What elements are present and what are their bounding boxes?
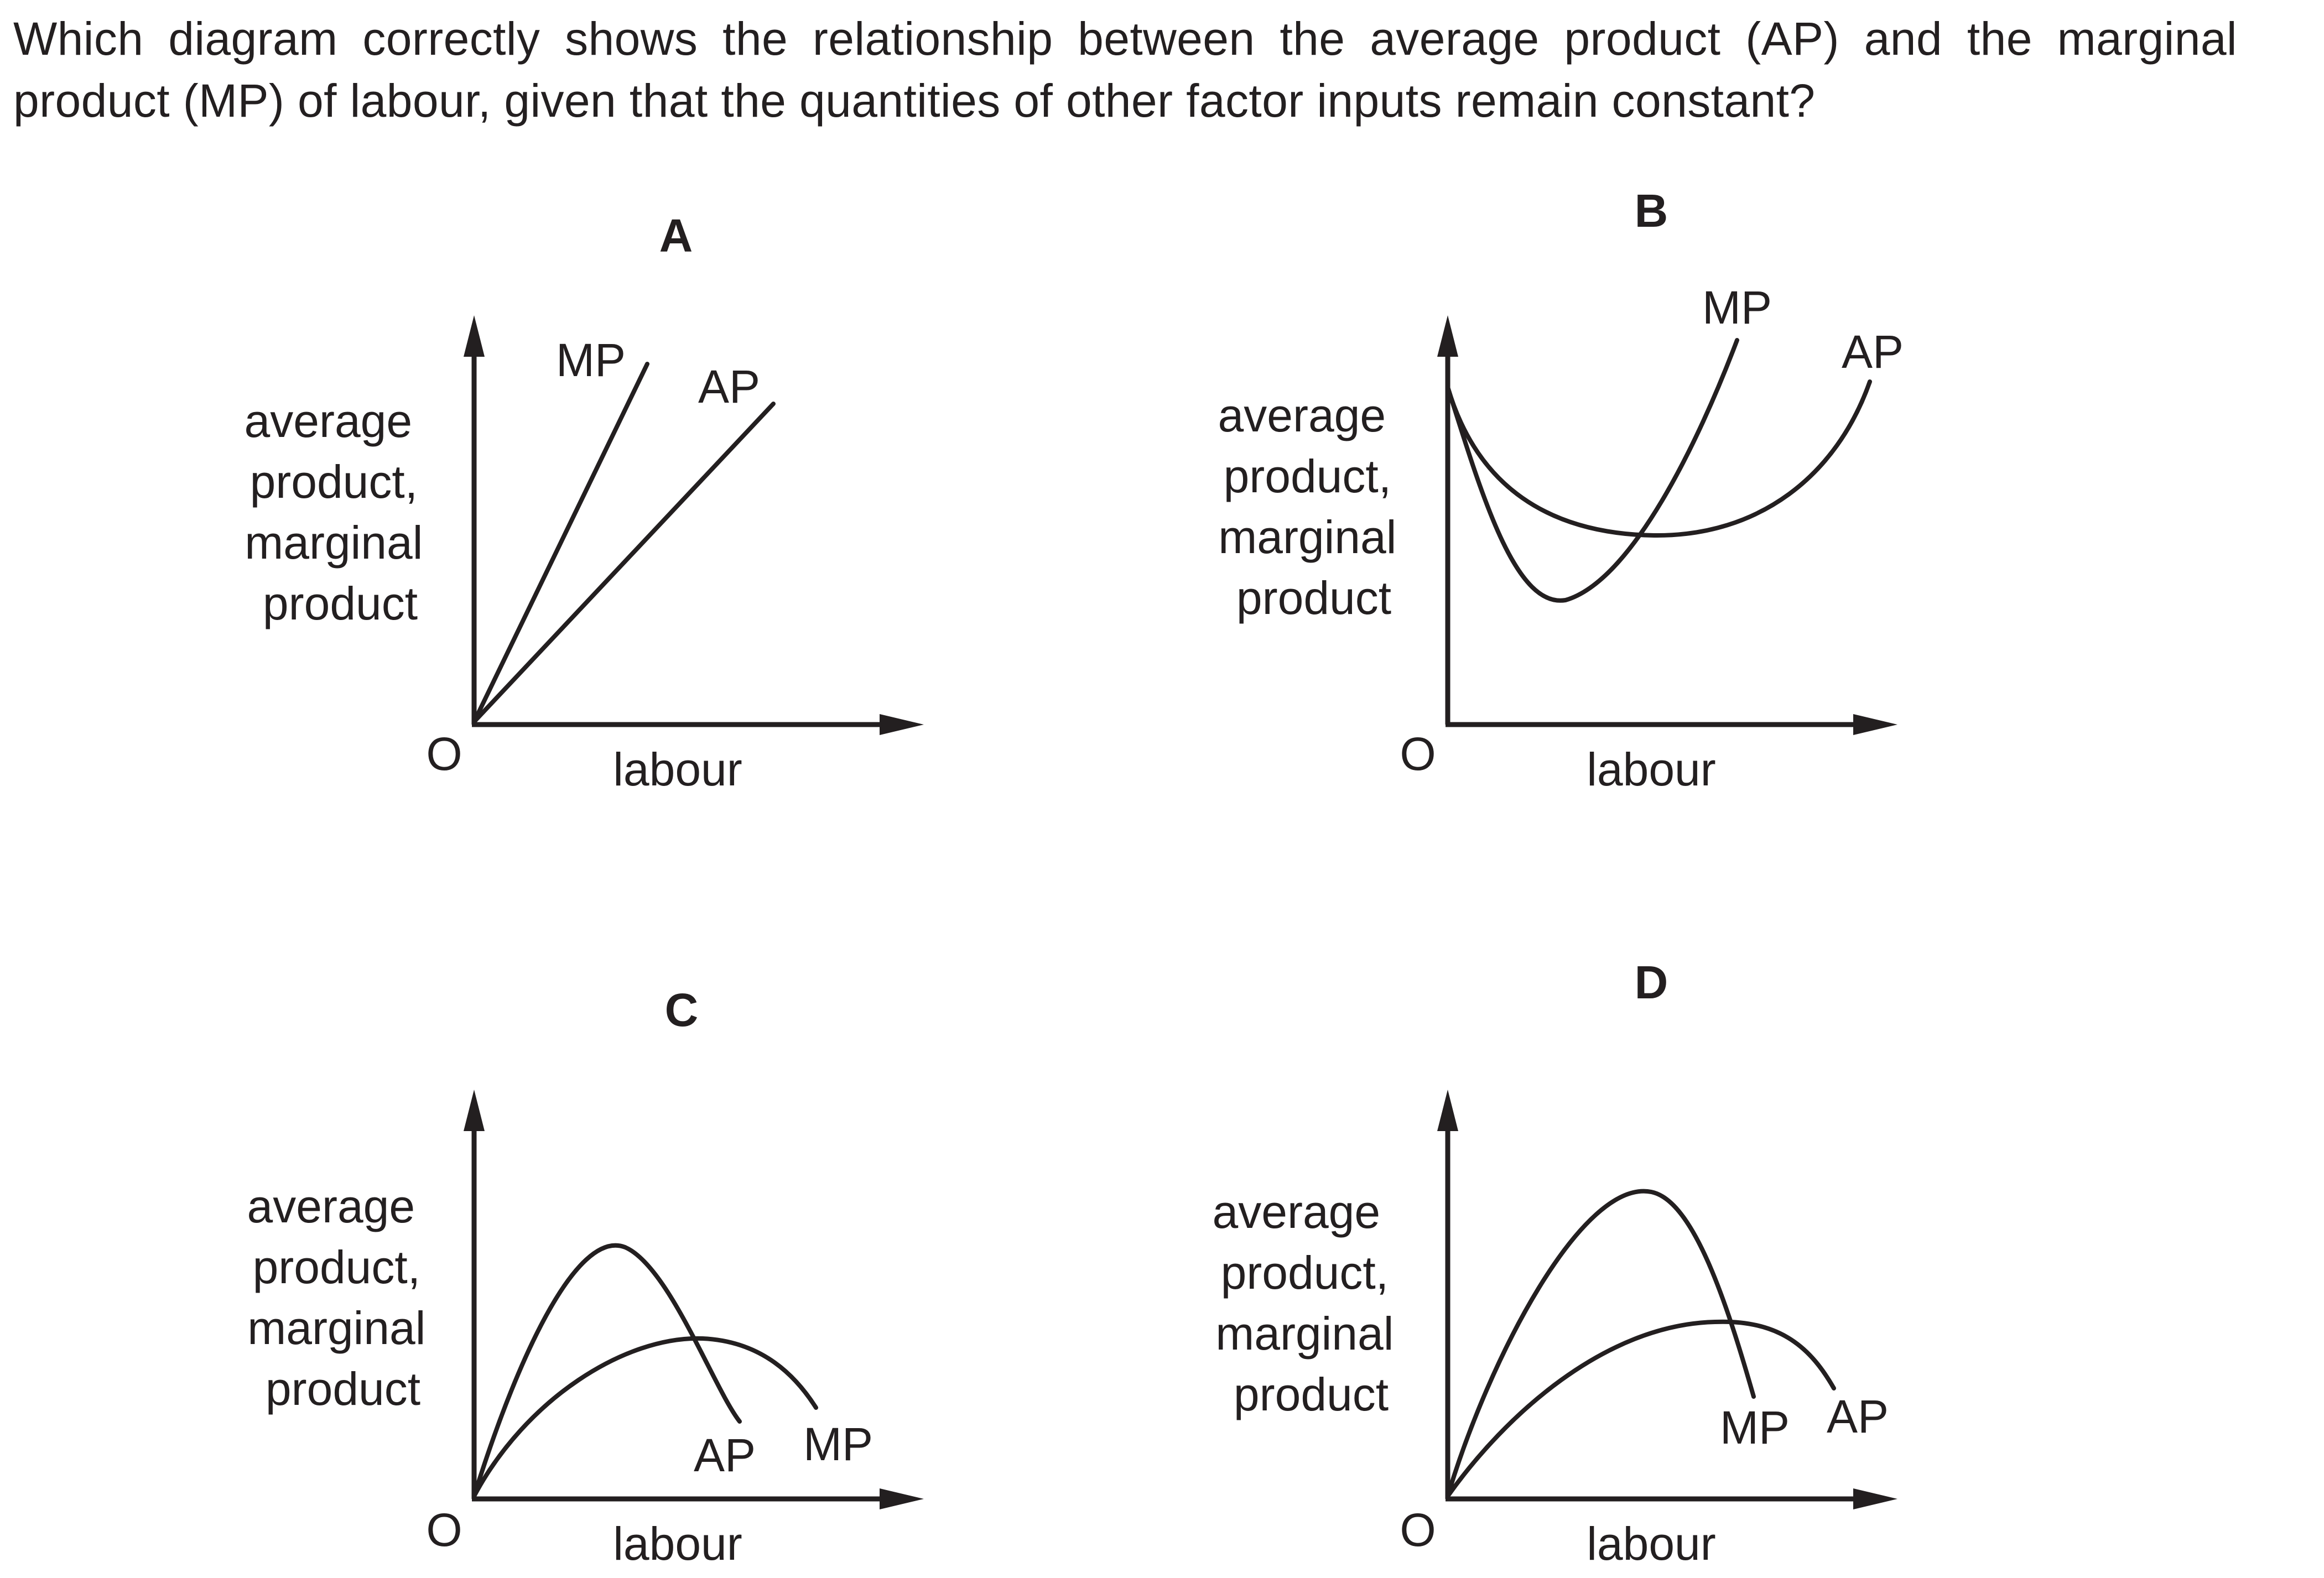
diagram-c-y-axis-label: average product, marginal product [247, 1180, 439, 1415]
diagram-a-x-axis-label: labour [613, 743, 742, 795]
y-label-line-4: product [263, 577, 418, 629]
diagram-c-ap-curve [472, 1336, 818, 1498]
y-label-line-3: marginal [1218, 511, 1396, 563]
diagram-b-x-axis-label: labour [1587, 743, 1716, 795]
diagram-b-x-arrow [1853, 714, 1897, 735]
diagram-b-letter: B [1635, 185, 1668, 237]
diagram-a-y-arrow [464, 315, 485, 357]
diagram-d-ap-label: AP [1827, 1390, 1889, 1442]
diagram-a-mp-curve [472, 362, 649, 724]
y-label-line-1: average [1213, 1186, 1381, 1238]
diagram-b-mp-label: MP [1702, 282, 1772, 334]
y-label-line-1: average [245, 395, 413, 447]
diagram-a-ap-curve [472, 402, 776, 724]
y-label-line-2: product, [253, 1241, 421, 1293]
diagram-c-origin: O [426, 1504, 462, 1556]
diagram-d-mp-curve [1446, 1189, 1756, 1498]
diagram-d-x-axis-label: labour [1587, 1518, 1716, 1570]
y-label-line-4: product [266, 1363, 420, 1415]
diagram-a-letter: A [659, 210, 693, 262]
diagram-d-origin: O [1400, 1504, 1436, 1556]
diagram-d-y-axis-label: average product, marginal product [1213, 1186, 1407, 1420]
diagram-b-ap-label: AP [1842, 326, 1904, 378]
diagram-d[interactable]: D average product, marginal product O la… [1213, 956, 1897, 1570]
y-label-line-4: product [1234, 1368, 1389, 1420]
diagram-a-y-axis-label: average product, marginal product [245, 395, 436, 629]
y-label-line-2: product, [250, 456, 418, 508]
question-text: Which diagram correctly shows the relati… [13, 13, 2237, 127]
y-label-line-2: product, [1221, 1247, 1389, 1299]
diagram-c-mp-label: MP [803, 1418, 873, 1470]
diagram-c-letter: C [665, 984, 699, 1036]
y-label-line-3: marginal [245, 517, 423, 569]
diagram-c-ap-label: AP [694, 1429, 756, 1481]
diagram-b-y-arrow [1437, 315, 1458, 357]
diagram-a-mp-label: MP [556, 334, 626, 386]
y-label-line-3: marginal [247, 1302, 425, 1354]
diagram-d-letter: D [1635, 956, 1668, 1008]
diagram-c[interactable]: C average product, marginal product O la… [247, 984, 924, 1570]
diagram-a-x-arrow [880, 714, 924, 735]
y-label-line-3: marginal [1215, 1308, 1394, 1360]
diagram-d-mp-label: MP [1720, 1402, 1790, 1454]
diagram-b-y-axis-label: average product, marginal product [1218, 389, 1410, 624]
diagram-a-ap-label: AP [698, 361, 760, 413]
y-label-line-1: average [247, 1180, 415, 1232]
diagram-a-origin: O [426, 728, 462, 780]
diagram-b-ap-curve [1446, 379, 1872, 538]
diagram-d-ap-curve [1446, 1319, 1836, 1498]
diagram-d-y-arrow [1437, 1090, 1458, 1131]
diagram-c-y-arrow [464, 1090, 485, 1131]
diagram-b-origin: O [1400, 728, 1436, 780]
diagram-c-mp-curve [472, 1243, 742, 1498]
diagram-a[interactable]: A average product, marginal product O la… [245, 210, 924, 795]
diagram-b[interactable]: B average product, marginal product O la… [1218, 185, 1904, 795]
diagram-d-x-arrow [1853, 1488, 1897, 1509]
y-label-line-2: product, [1224, 450, 1392, 502]
diagram-c-x-axis-label: labour [613, 1518, 742, 1570]
diagram-b-mp-curve [1446, 338, 1739, 603]
y-label-line-1: average [1218, 389, 1386, 441]
y-label-line-4: product [1236, 572, 1391, 624]
diagram-c-x-arrow [880, 1488, 924, 1509]
